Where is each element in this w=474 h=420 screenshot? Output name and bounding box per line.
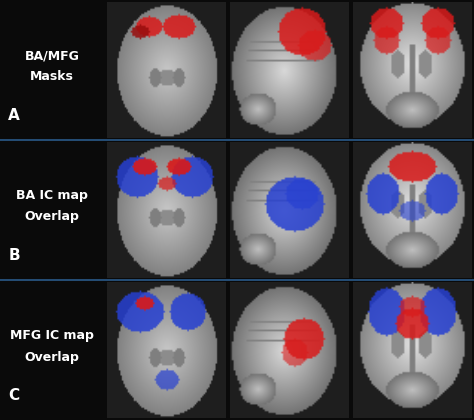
Text: A: A xyxy=(9,108,20,123)
Text: B: B xyxy=(9,248,20,263)
Text: Masks: Masks xyxy=(30,71,74,84)
Text: Overlap: Overlap xyxy=(25,351,80,363)
Text: MFG IC map: MFG IC map xyxy=(10,330,94,342)
Text: BA IC map: BA IC map xyxy=(16,189,88,202)
Text: BA/MFG: BA/MFG xyxy=(25,50,80,63)
Text: Overlap: Overlap xyxy=(25,210,80,223)
Text: C: C xyxy=(9,388,19,403)
